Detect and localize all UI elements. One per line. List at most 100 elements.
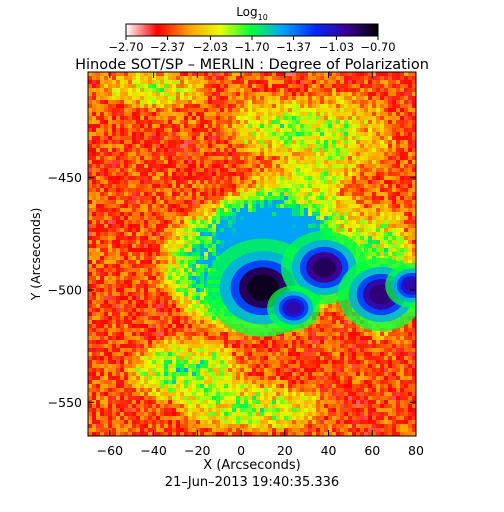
- heatmap-cell: [140, 188, 145, 193]
- heatmap-cell: [140, 228, 145, 233]
- heatmap-cell: [348, 160, 353, 165]
- heatmap-cell: [172, 164, 177, 169]
- heatmap-cell: [332, 220, 337, 225]
- heatmap-cell: [232, 136, 237, 141]
- heatmap-cell: [220, 92, 225, 97]
- heatmap-cell: [88, 300, 93, 305]
- heatmap-cell: [176, 152, 181, 157]
- heatmap-cell: [112, 92, 117, 97]
- heatmap-cell: [112, 220, 117, 225]
- heatmap-cell: [332, 100, 337, 105]
- heatmap-cell: [204, 232, 209, 237]
- heatmap-cell: [272, 236, 277, 241]
- heatmap-cell: [136, 292, 141, 297]
- heatmap-cell: [144, 192, 149, 197]
- heatmap-cell: [156, 92, 161, 97]
- heatmap-cell: [296, 204, 301, 209]
- heatmap-cell: [320, 216, 325, 221]
- heatmap-cell: [360, 152, 365, 157]
- heatmap-cell: [208, 196, 213, 201]
- heatmap-cell: [344, 168, 349, 173]
- heatmap-cell: [408, 104, 413, 109]
- heatmap-cell: [96, 228, 101, 233]
- heatmap-cell: [196, 236, 201, 241]
- heatmap-cell: [236, 96, 241, 101]
- heatmap-cell: [296, 216, 301, 221]
- heatmap-cell: [356, 172, 361, 177]
- heatmap-cell: [336, 180, 341, 185]
- heatmap-cell: [92, 236, 97, 241]
- heatmap-cell: [188, 176, 193, 181]
- heatmap-cell: [380, 72, 385, 77]
- heatmap-cell: [208, 224, 213, 229]
- heatmap-cell: [316, 100, 321, 105]
- heatmap-cell: [192, 300, 197, 305]
- heatmap-cell: [412, 164, 416, 169]
- heatmap-cell: [132, 188, 137, 193]
- heatmap-cell: [312, 200, 317, 205]
- heatmap-cell: [200, 92, 205, 97]
- heatmap-cell: [160, 200, 165, 205]
- heatmap-cell: [404, 160, 409, 165]
- heatmap-cell: [144, 116, 149, 121]
- heatmap-cell: [316, 212, 321, 217]
- heatmap-cell: [104, 132, 109, 137]
- heatmap-cell: [320, 228, 325, 233]
- heatmap-cell: [100, 148, 105, 153]
- heatmap-cell: [268, 184, 273, 189]
- heatmap-cell: [320, 144, 325, 149]
- heatmap-cell: [396, 248, 401, 253]
- heatmap-cell: [344, 188, 349, 193]
- heatmap-cell: [136, 128, 141, 133]
- heatmap-cell: [244, 160, 249, 165]
- heatmap-cell: [116, 184, 121, 189]
- heatmap-cell: [352, 220, 357, 225]
- heatmap-cell: [280, 156, 285, 161]
- heatmap-cell: [96, 168, 101, 173]
- heatmap-cell: [160, 228, 165, 233]
- heatmap-cell: [268, 120, 273, 125]
- heatmap-cell: [396, 180, 401, 185]
- heatmap-cell: [180, 132, 185, 137]
- heatmap-cell: [292, 144, 297, 149]
- heatmap-cell: [276, 172, 281, 177]
- heatmap-cell: [368, 188, 373, 193]
- heatmap-cell: [192, 88, 197, 93]
- heatmap-cell: [148, 308, 153, 313]
- heatmap-cell: [204, 92, 209, 97]
- heatmap-cell: [324, 148, 329, 153]
- heatmap-cell: [184, 284, 189, 289]
- heatmap-cell: [204, 196, 209, 201]
- heatmap-cell: [188, 156, 193, 161]
- heatmap-cell: [308, 156, 313, 161]
- heatmap-cell: [232, 76, 237, 81]
- heatmap-cell: [352, 92, 357, 97]
- heatmap-cell: [188, 252, 193, 257]
- heatmap-cell: [308, 132, 313, 137]
- heatmap-cell: [344, 100, 349, 105]
- heatmap-cell: [180, 224, 185, 229]
- heatmap-cell: [240, 76, 245, 81]
- heatmap-cell: [196, 188, 201, 193]
- heatmap-cell: [412, 228, 416, 233]
- heatmap-cell: [128, 144, 133, 149]
- heatmap-cell: [192, 136, 197, 141]
- heatmap-cell: [408, 128, 413, 133]
- heatmap-cell: [404, 132, 409, 137]
- heatmap-cell: [268, 144, 273, 149]
- heatmap-cell: [396, 208, 401, 213]
- heatmap-cell: [176, 244, 181, 249]
- heatmap-cell: [280, 204, 285, 209]
- heatmap-cell: [280, 160, 285, 165]
- heatmap-cell: [152, 88, 157, 93]
- heatmap-cell: [412, 196, 416, 201]
- heatmap-cell: [124, 204, 129, 209]
- heatmap-cell: [268, 180, 273, 185]
- heatmap-cell: [296, 112, 301, 117]
- heatmap-cell: [192, 256, 197, 261]
- heatmap-cell: [140, 196, 145, 201]
- heatmap-cell: [128, 148, 133, 153]
- heatmap-cell: [228, 224, 233, 229]
- heatmap-cell: [176, 228, 181, 233]
- heatmap-cell: [224, 164, 229, 169]
